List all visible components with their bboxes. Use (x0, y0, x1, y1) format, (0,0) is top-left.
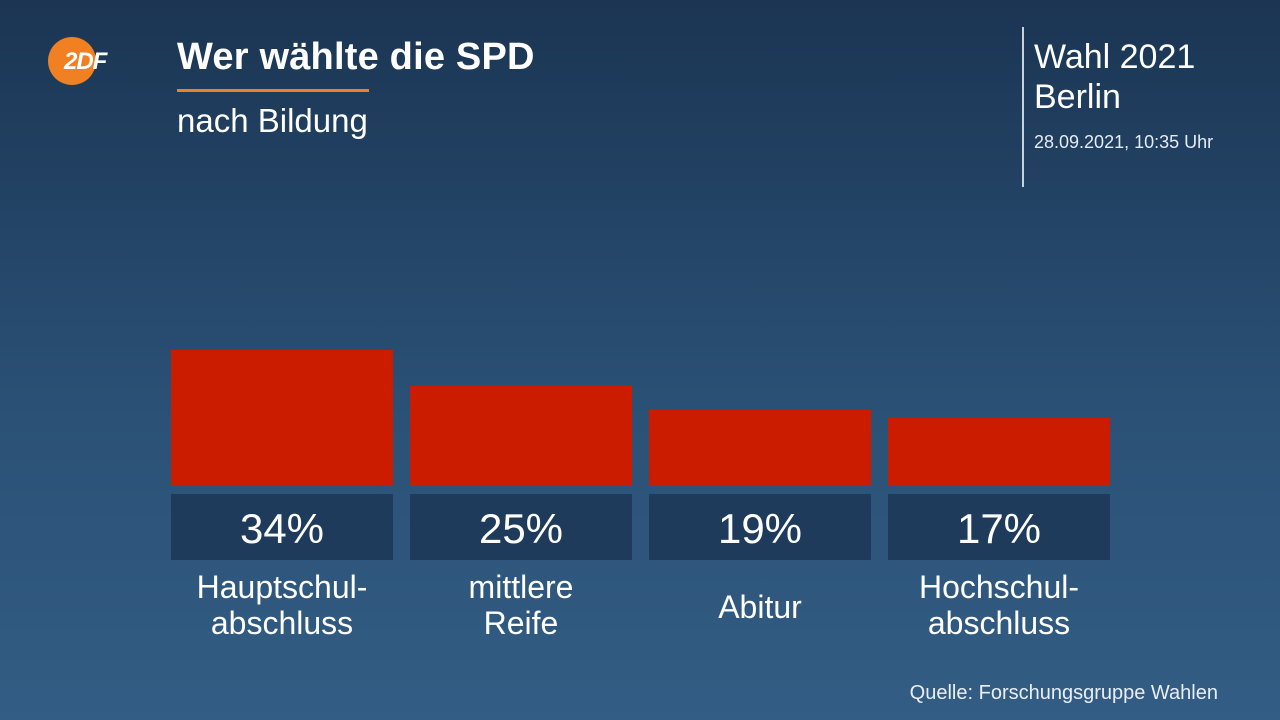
header-divider (1022, 27, 1024, 187)
category-label-3-1: abschluss (928, 605, 1070, 641)
value-box-1 (410, 494, 632, 560)
category-label-0-1: abschluss (211, 605, 353, 641)
bar-3 (888, 418, 1110, 486)
page-title: Wer wählte die SPD (177, 36, 535, 78)
category-label-2-0: Abitur (718, 589, 802, 625)
zdf-logo: 2DF (48, 37, 110, 85)
value-label-2: 19% (718, 505, 802, 552)
category-label-0-0: Hauptschul- (197, 569, 368, 605)
bar-1 (410, 386, 632, 486)
election-name: Wahl 2021 (1034, 38, 1196, 76)
value-label-0: 34% (240, 505, 324, 552)
category-label-1-0: mittlere (469, 569, 574, 605)
page-subtitle: nach Bildung (177, 102, 368, 139)
bar-2 (649, 410, 871, 486)
source-note: Quelle: Forschungsgruppe Wahlen (909, 682, 1218, 704)
value-box-0 (171, 494, 393, 560)
timestamp: 28.09.2021, 10:35 Uhr (1034, 132, 1214, 152)
category-label-1-1: Reife (484, 605, 559, 641)
category-label-3-0: Hochschul- (919, 569, 1079, 605)
value-label-3: 17% (957, 505, 1041, 552)
logo-text: 2DF (63, 48, 109, 75)
election-region: Berlin (1034, 78, 1121, 116)
logo-circle (48, 37, 96, 85)
value-box-3 (888, 494, 1110, 560)
value-label-1: 25% (479, 505, 563, 552)
bar-0 (171, 350, 393, 486)
title-underline (177, 89, 369, 92)
value-box-2 (649, 494, 871, 560)
